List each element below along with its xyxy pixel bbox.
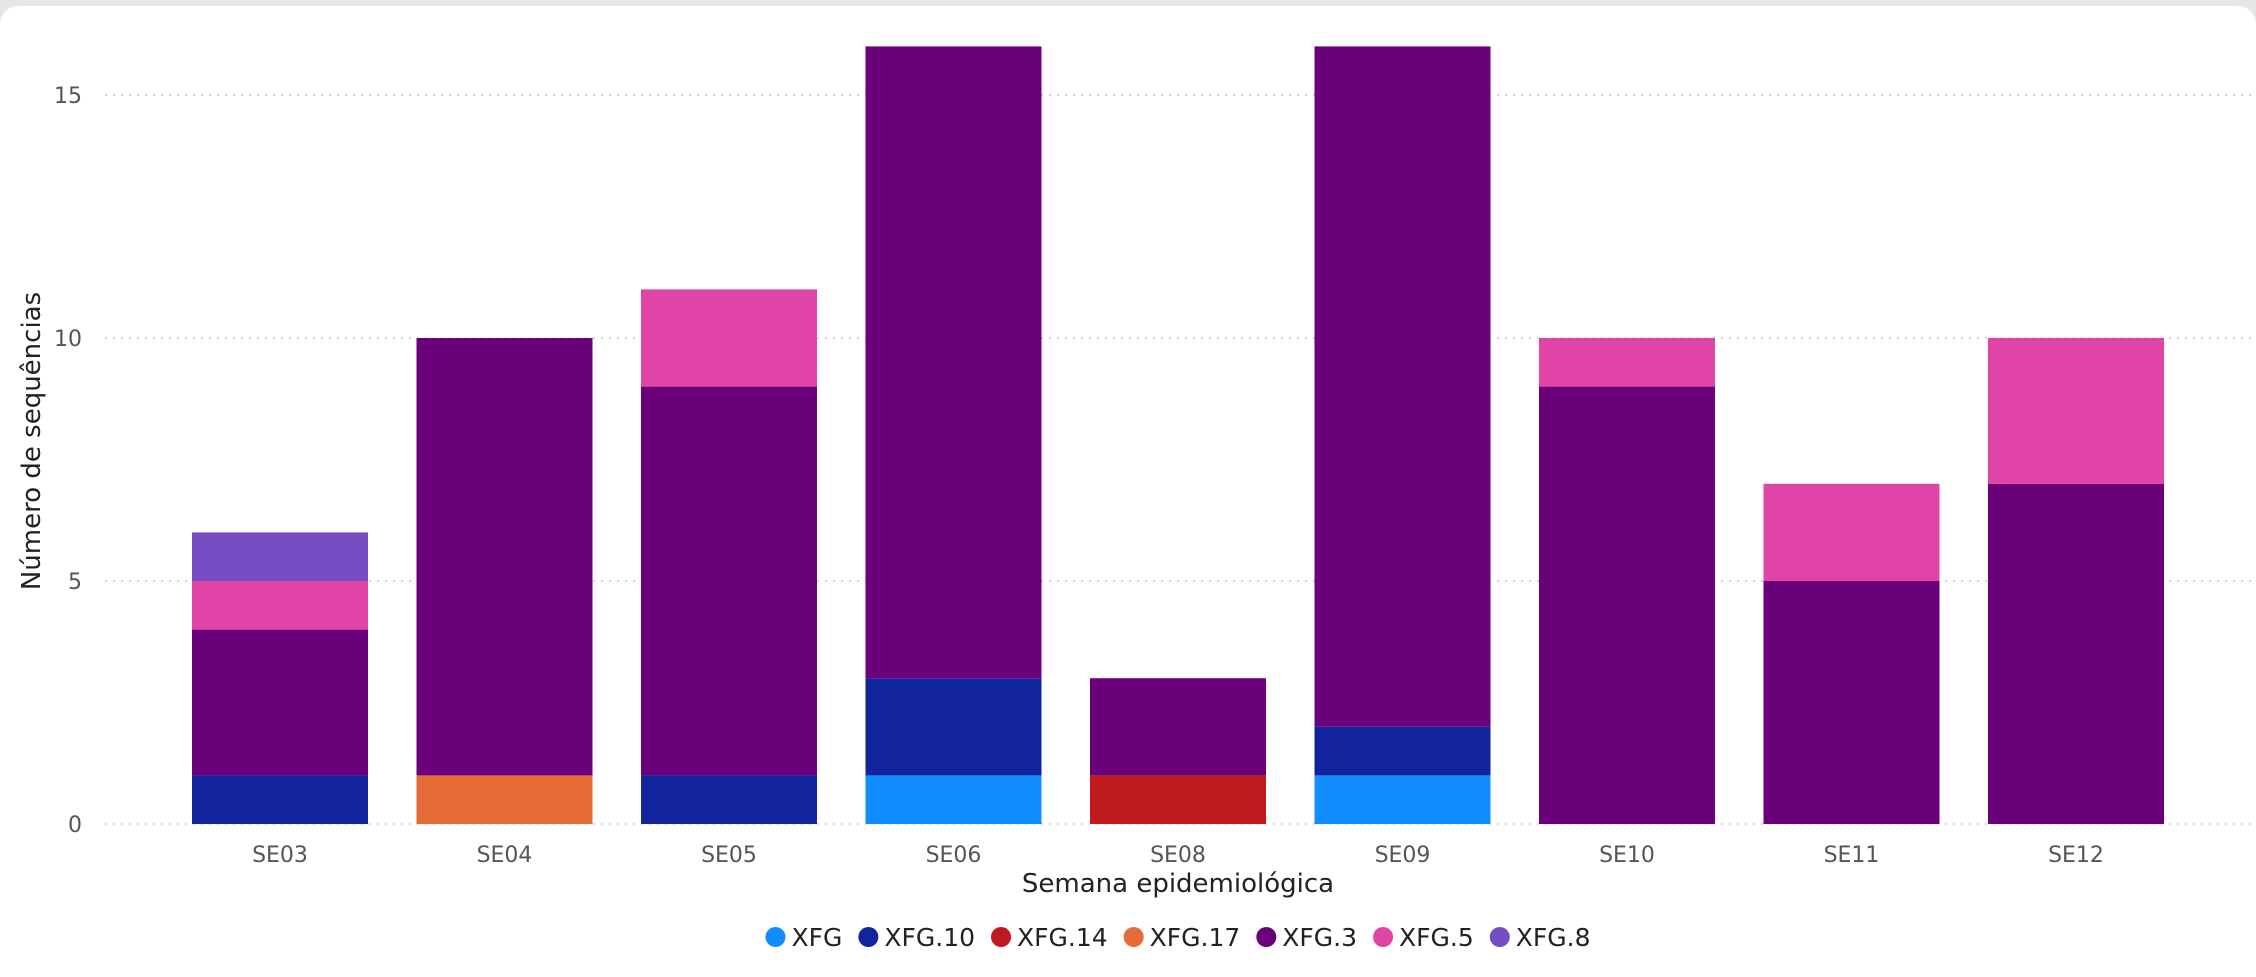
legend-swatch	[1373, 927, 1394, 947]
legend-item-xfg[interactable]: XFG	[765, 923, 842, 952]
legend-swatch	[1256, 927, 1277, 947]
y-tick-label: 10	[54, 327, 82, 352]
x-tick-label: SE09	[1375, 843, 1431, 868]
chart-card: 0 5 10 15 SE03 SE04 SE05 SE06 SE08 SE09 SE10 SE11 S…	[0, 6, 2256, 977]
legend-label: XFG.5	[1399, 923, 1474, 952]
legend-swatch	[991, 927, 1012, 947]
bar-segment-xfg-3[interactable]	[1763, 581, 1940, 824]
legend-label: XFG.10	[884, 923, 975, 952]
bar-segment-xfg-5[interactable]	[1539, 338, 1715, 387]
x-axis-ticks: SE03 SE04 SE05 SE06 SE08 SE09 SE10 SE11 SE12	[252, 843, 2104, 868]
bar-segment-xfg-10[interactable]	[641, 775, 817, 824]
bar-segment-xfg-3[interactable]	[865, 46, 1042, 679]
legend-label: XFG.14	[1017, 923, 1108, 952]
bar-segment-xfg-3[interactable]	[1314, 46, 1491, 727]
legend-item-xfg-5[interactable]: XFG.5	[1373, 923, 1474, 952]
legend-label: XFG.3	[1282, 923, 1357, 952]
bar-segment-xfg-5[interactable]	[1988, 338, 2164, 484]
bar-segment-xfg-17[interactable]	[416, 775, 593, 824]
x-tick-label: SE12	[2048, 843, 2104, 868]
legend-item-xfg-8[interactable]: XFG.8	[1489, 923, 1591, 952]
legend-item-xfg-17[interactable]: XFG.17	[1123, 923, 1241, 952]
y-tick-label: 15	[54, 84, 82, 109]
bar-segment-xfg-3[interactable]	[641, 386, 817, 776]
bar-segment-xfg-5[interactable]	[192, 581, 368, 630]
y-axis-ticks: 0 5 10 15	[54, 84, 82, 838]
legend-swatch	[1123, 927, 1144, 947]
legend-swatch	[1489, 927, 1510, 947]
bar-segment-xfg-8[interactable]	[192, 532, 368, 581]
x-tick-label: SE11	[1824, 843, 1880, 868]
bars	[192, 46, 2164, 824]
x-tick-label: SE04	[477, 843, 533, 868]
legend: XFG XFG.10 XFG.14 XFG.17 XFG.3 XFG.5 XFG.8	[765, 923, 1591, 952]
bar-segment-xfg-5[interactable]	[1763, 483, 1940, 581]
bar-segment-xfg-3[interactable]	[1988, 483, 2164, 824]
bar-segment-xfg-14[interactable]	[1090, 775, 1266, 824]
bar-segment-xfg-3[interactable]	[416, 338, 593, 776]
legend-label: XFG.17	[1150, 923, 1241, 952]
legend-item-xfg-10[interactable]: XFG.10	[858, 923, 975, 952]
bar-segment-xfg-3[interactable]	[1539, 386, 1715, 824]
legend-item-xfg-14[interactable]: XFG.14	[991, 923, 1108, 952]
x-axis-title: Semana epidemiológica	[1022, 869, 1334, 899]
bar-segment-xfg-10[interactable]	[192, 775, 368, 824]
legend-swatch	[765, 927, 786, 947]
x-tick-label: SE06	[926, 843, 982, 868]
y-tick-label: 5	[68, 570, 82, 595]
y-axis-title: Número de sequências	[17, 292, 47, 590]
bar-segment-xfg[interactable]	[1314, 775, 1491, 824]
x-tick-label: SE03	[252, 843, 308, 868]
bar-segment-xfg-3[interactable]	[1090, 678, 1266, 776]
x-tick-label: SE05	[701, 843, 757, 868]
x-tick-label: SE10	[1599, 843, 1655, 868]
bar-segment-xfg-3[interactable]	[192, 629, 368, 776]
bar-segment-xfg-10[interactable]	[865, 678, 1042, 776]
x-tick-label: SE08	[1150, 843, 1206, 868]
legend-swatch	[858, 927, 879, 947]
legend-label: XFG.8	[1516, 923, 1591, 952]
bar-segment-xfg-10[interactable]	[1314, 726, 1491, 776]
bar-segment-xfg-5[interactable]	[641, 289, 817, 387]
bar-segment-xfg[interactable]	[865, 775, 1042, 824]
legend-label: XFG	[791, 923, 842, 952]
legend-item-xfg-3[interactable]: XFG.3	[1256, 923, 1357, 952]
y-tick-label: 0	[68, 813, 82, 838]
